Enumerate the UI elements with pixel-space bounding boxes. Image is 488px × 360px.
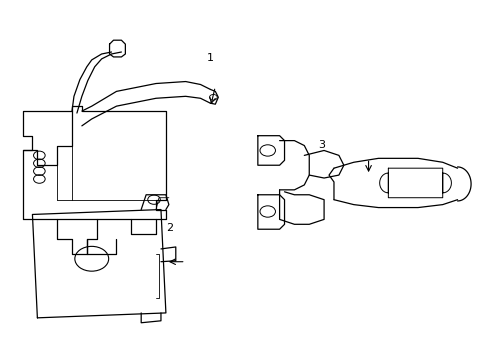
Text: 3: 3 [318,140,325,149]
Text: 2: 2 [165,223,173,233]
Text: 1: 1 [207,53,214,63]
